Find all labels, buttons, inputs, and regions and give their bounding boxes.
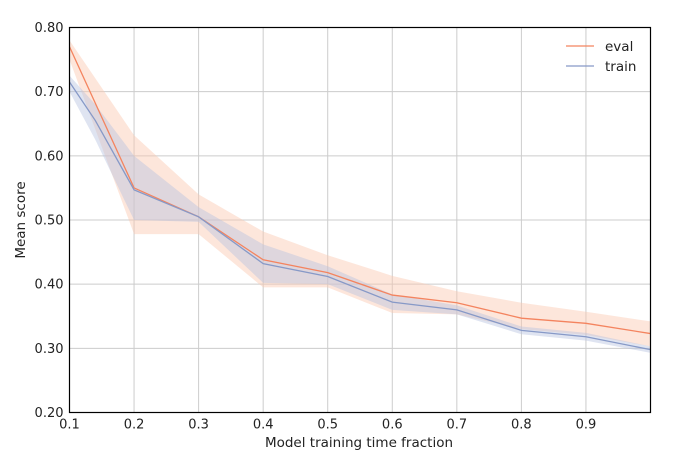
x-axis-ticks: 0.1 0.2 0.3 0.4 0.5 0.6 0.7 0.8 0.9: [59, 418, 596, 433]
y-axis-ticks: 0.20 0.30 0.40 0.50 0.60 0.70 0.80: [35, 21, 64, 421]
y-tick-label: 0.50: [35, 214, 64, 229]
x-tick-label: 0.6: [382, 418, 403, 433]
eval-legend-label: eval: [605, 39, 633, 55]
grid: [69, 27, 651, 413]
x-tick-label: 0.1: [59, 418, 80, 433]
y-tick-label: 0.20: [35, 406, 64, 421]
legend: eval train: [566, 39, 636, 75]
y-tick-label: 0.40: [35, 278, 64, 293]
y-axis-label: Mean score: [13, 181, 29, 258]
y-tick-label: 0.60: [35, 149, 64, 164]
x-tick-label: 0.4: [253, 418, 274, 433]
x-axis-label: Model training time fraction: [265, 435, 453, 451]
confidence-bands: [69, 40, 651, 353]
series-lines: [68, 46, 651, 351]
x-tick-label: 0.5: [317, 418, 338, 433]
train-series-line: [68, 81, 651, 351]
x-tick-label: 0.7: [446, 418, 467, 433]
train-confidence-band: [69, 75, 651, 353]
eval-confidence-band: [69, 40, 651, 347]
x-tick-label: 0.8: [511, 418, 532, 433]
x-tick-label: 0.9: [576, 418, 597, 433]
x-tick-label: 0.2: [124, 418, 145, 433]
y-tick-label: 0.80: [35, 21, 64, 36]
train-legend-label: train: [605, 59, 636, 75]
y-tick-label: 0.30: [35, 342, 64, 357]
y-tick-label: 0.70: [35, 85, 64, 100]
eval-series-line: [68, 46, 651, 335]
x-tick-label: 0.3: [188, 418, 209, 433]
plot-frame: [68, 26, 652, 414]
